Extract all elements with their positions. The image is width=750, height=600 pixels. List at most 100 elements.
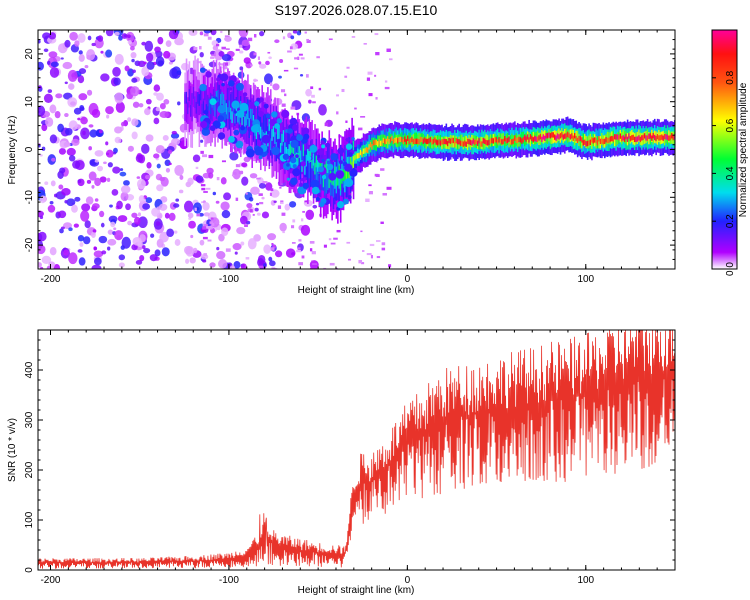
heatmap-blob (286, 163, 290, 167)
heatmap-blob (337, 147, 345, 155)
heatmap-blob (212, 45, 219, 51)
heatmap-ridge-cell (404, 136, 406, 142)
heatmap-ridge-cell (584, 139, 586, 145)
heatmap-ridge-cell (514, 135, 516, 141)
heatmap-blob (121, 33, 128, 39)
heatmap-blob (137, 240, 143, 248)
heatmap-blob (307, 156, 312, 161)
heatmap-blob (146, 61, 155, 70)
heatmap-ridge-cell (191, 94, 194, 122)
heatmap-blob (141, 41, 147, 46)
heatmap-blob (316, 148, 324, 156)
heatmap-ridge-cell (394, 137, 396, 144)
heatmap-speckle (309, 248, 313, 252)
heatmap-blob (163, 99, 170, 105)
heatmap-ridge-cell (602, 139, 605, 145)
heatmap-blob (77, 33, 86, 43)
x-tick-label: -100 (219, 575, 239, 586)
heatmap-blob (145, 197, 153, 204)
heatmap-ridge-cell (541, 130, 543, 143)
heatmap-ridge-cell (315, 155, 318, 168)
heatmap-ridge-cell (261, 129, 263, 142)
heatmap-blob (130, 86, 140, 97)
heatmap-blob (177, 101, 181, 106)
heatmap-ridge-cell (207, 71, 209, 118)
heatmap-blob (78, 50, 83, 55)
heatmap-blob (98, 129, 103, 134)
heatmap-ridge-cell (625, 133, 627, 140)
heatmap-blob (259, 31, 265, 37)
heatmap-blob (84, 220, 91, 229)
heatmap-ridge-cell (668, 135, 670, 141)
heatmap-blob (64, 200, 68, 204)
heatmap-speckle (312, 263, 317, 265)
heatmap-blob (127, 40, 132, 45)
heatmap-blob (67, 97, 78, 108)
heatmap-speckle (277, 205, 282, 209)
heatmap-ridge-cell (414, 138, 416, 144)
heatmap-ridge-cell (297, 153, 299, 165)
heatmap-ridge-cell (566, 131, 569, 138)
heatmap-ridge-cell (432, 138, 435, 145)
heatmap-ridge-cell (406, 134, 409, 148)
heatmap-speckle (360, 116, 366, 118)
heatmap-ridge-cell (255, 127, 258, 140)
heatmap-blob (94, 150, 104, 157)
heatmap-ridge-cell (408, 138, 411, 144)
heatmap-speckle (200, 184, 206, 187)
heatmap-ridge-cell (645, 135, 647, 141)
heatmap-blob (207, 225, 214, 230)
heatmap-ridge-cell (486, 140, 489, 146)
heatmap-speckle (344, 75, 348, 78)
heatmap-blob (113, 77, 121, 86)
heatmap-ridge-cell (471, 140, 473, 146)
heatmap-speckle (341, 88, 345, 93)
heatmap-speckle (346, 241, 351, 244)
heatmap-blob (79, 242, 84, 247)
heatmap-blob (127, 117, 132, 122)
heatmap-blob (135, 260, 143, 265)
heatmap-ridge-cell (272, 125, 275, 137)
heatmap-blob (78, 257, 86, 266)
heatmap-blob (39, 215, 44, 220)
heatmap-blob (290, 35, 295, 40)
heatmap-blob (302, 182, 309, 190)
heatmap-speckle (253, 34, 257, 38)
heatmap-blob (171, 130, 177, 135)
heatmap-blob (88, 146, 92, 151)
heatmap-blob (247, 101, 255, 109)
heatmap-blob (58, 210, 67, 219)
heatmap-speckle (296, 249, 301, 253)
heatmap-blob (131, 131, 138, 140)
heatmap-speckle (384, 80, 388, 83)
heatmap-speckle (360, 262, 365, 265)
heatmap-ridge-cell (257, 105, 259, 133)
heatmap-ridge-cell (534, 135, 536, 142)
heatmap-ridge-cell (405, 139, 408, 145)
heatmap-blob (47, 89, 53, 94)
heatmap-blob (178, 189, 184, 194)
heatmap-blob (221, 227, 229, 236)
heatmap-ridge-cell (282, 130, 285, 142)
heatmap-blob (100, 73, 110, 82)
heatmap-blob (49, 247, 57, 256)
heatmap-blob (120, 191, 129, 202)
heatmap-ridge-cell (601, 138, 603, 144)
heatmap-blob (233, 110, 237, 114)
heatmap-blob (168, 30, 179, 40)
heatmap-blob (132, 101, 140, 108)
heatmap-ridge-cell (556, 133, 559, 139)
heatmap-blob (93, 257, 102, 266)
heatmap-ridge-cell (459, 140, 462, 146)
spectrogram-y-label: Frequency (Hz) (7, 116, 18, 185)
heatmap-ridge-cell (190, 105, 192, 117)
heatmap-ridge-cell (387, 136, 389, 149)
heatmap-blob (94, 177, 102, 187)
heatmap-speckle (365, 198, 370, 203)
heatmap-blob (296, 134, 303, 142)
heatmap-blob (63, 141, 71, 148)
heatmap-blob (243, 92, 248, 97)
heatmap-blob (92, 229, 97, 233)
heatmap-ridge-cell (652, 132, 655, 139)
heatmap-blob (153, 92, 158, 96)
